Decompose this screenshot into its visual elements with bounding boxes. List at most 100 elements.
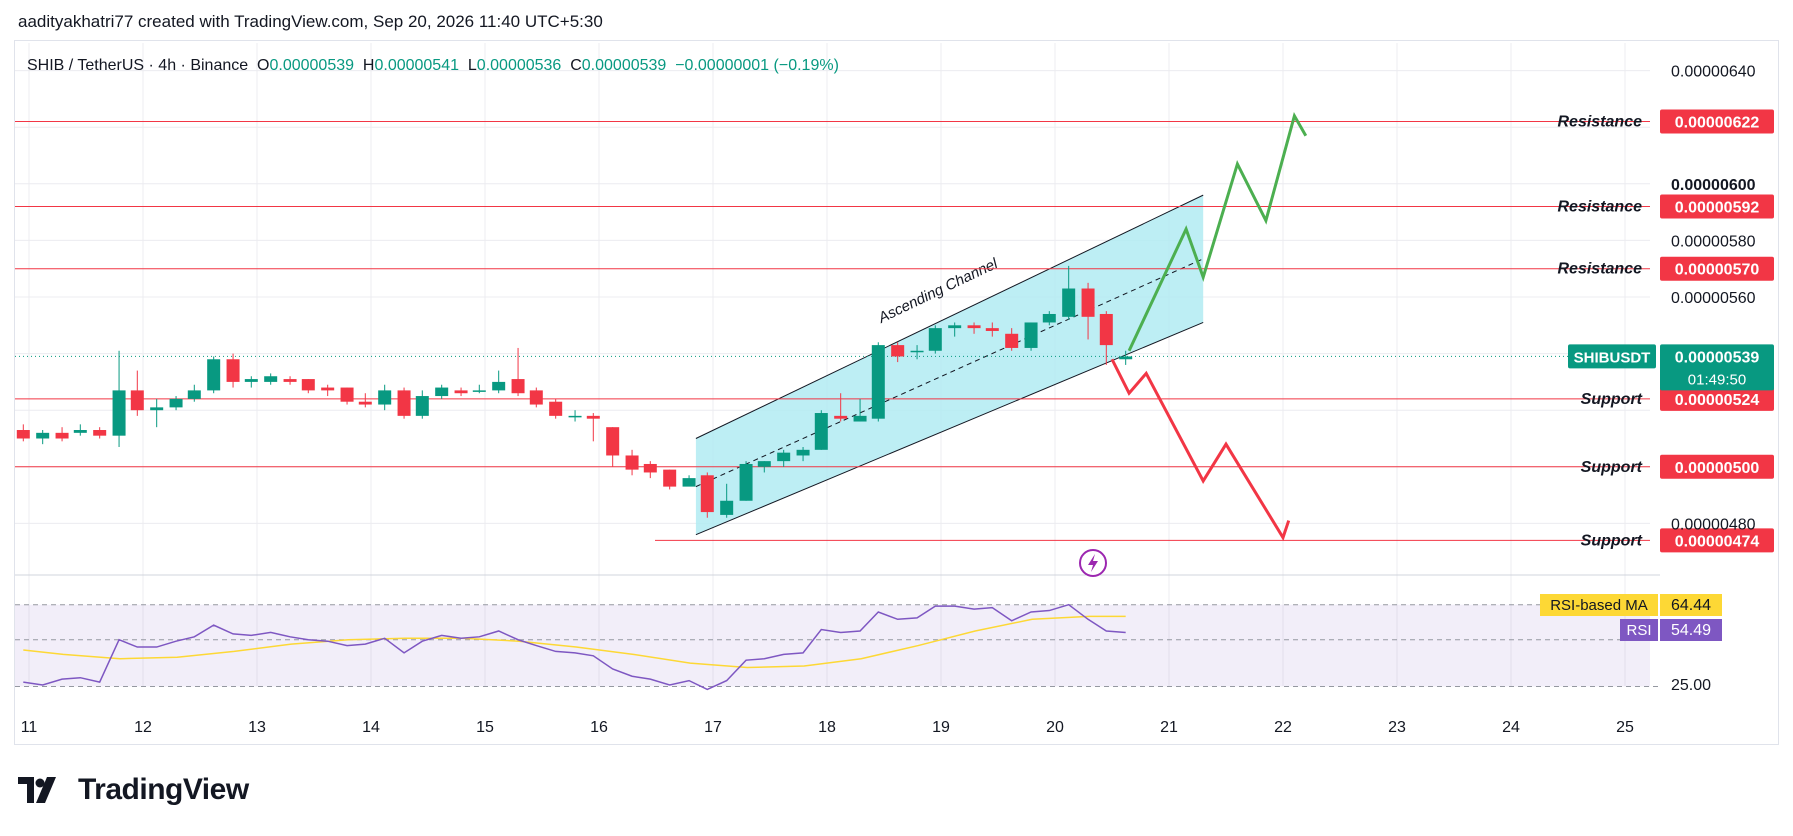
candle-body — [796, 449, 810, 456]
candle — [16, 424, 30, 442]
candle-body — [492, 381, 506, 391]
rsi-ma-line — [23, 615, 1126, 669]
bullish-projection-arrow — [1127, 112, 1308, 352]
candle — [682, 475, 696, 487]
candle-body — [207, 359, 221, 391]
level-price-value: 0.00000524 — [1675, 392, 1760, 409]
candle — [454, 387, 468, 397]
candle-body — [529, 390, 543, 405]
candle — [814, 410, 828, 450]
candle-body — [226, 359, 240, 382]
candle — [663, 469, 677, 490]
candle-body — [568, 415, 582, 418]
symbol-tag-label: SHIBUSDT — [1574, 349, 1651, 366]
candle — [625, 449, 639, 476]
candle — [853, 398, 867, 422]
level-price-value: 0.00000592 — [1675, 199, 1760, 216]
rsi-name: RSI — [1626, 622, 1651, 639]
candle — [910, 345, 924, 360]
candle — [340, 387, 354, 405]
candle-body — [397, 390, 411, 416]
price-axis-tick: 0.00000640 — [1671, 64, 1756, 81]
price-axis-tick: 0.00000580 — [1671, 233, 1756, 250]
candle — [1062, 265, 1076, 320]
time-axis-tick: 20 — [1046, 719, 1064, 736]
candle-body — [264, 376, 278, 382]
channel-lower-line — [695, 322, 1204, 536]
candle-body — [55, 432, 69, 439]
price-axis-tick: 0.00000560 — [1671, 290, 1756, 307]
candle — [549, 398, 563, 419]
candle-body — [340, 387, 354, 402]
tradingview-brand[interactable]: TradingView — [18, 773, 249, 807]
legend-part: O — [257, 57, 269, 74]
candle — [529, 387, 543, 408]
candle — [1024, 322, 1038, 351]
candle — [586, 413, 600, 442]
rsi-value: 54.49 — [1671, 622, 1711, 639]
candle-body — [757, 461, 771, 467]
candle — [1099, 311, 1113, 365]
candle-body — [871, 345, 885, 419]
time-axis-tick: 19 — [932, 719, 950, 736]
time-axis-tick: 22 — [1274, 719, 1292, 736]
time-axis-tick: 11 — [21, 719, 38, 736]
legend-part: −0.00000001 (−0.19%) — [675, 57, 839, 74]
candle — [1005, 328, 1019, 351]
candle — [226, 353, 240, 388]
legend-part: 0.00000541 — [374, 57, 467, 74]
time-axis-tick: 21 — [1160, 719, 1178, 736]
grid — [15, 43, 1650, 686]
candle — [720, 483, 734, 518]
candle — [1042, 311, 1056, 326]
candle — [150, 398, 164, 428]
level-price-tag — [1660, 386, 1774, 411]
legend-part: SHIB / TetherUS · 4h · Binance — [27, 57, 257, 74]
level-price-value: 0.00000474 — [1675, 533, 1760, 550]
candle — [1081, 282, 1095, 340]
candle-body — [283, 379, 297, 382]
candle-body — [1024, 322, 1038, 348]
candle-body — [1062, 288, 1076, 317]
candle — [777, 449, 791, 467]
candle — [1119, 350, 1133, 365]
candle-body — [700, 475, 714, 513]
candle — [264, 373, 278, 385]
level-label: Support — [1581, 459, 1643, 476]
time-axis-tick: 16 — [590, 719, 608, 736]
time-axis-tick: 24 — [1502, 719, 1520, 736]
tradingview-wordmark: TradingView — [78, 773, 249, 806]
candle-body — [1099, 313, 1113, 346]
level-price-tag — [1660, 528, 1774, 553]
current-price-tag — [1660, 344, 1774, 391]
candle — [871, 342, 885, 422]
candle — [511, 347, 525, 397]
level-price-tag — [1660, 454, 1774, 479]
chart-attribution: aadityakhatri77 created with TradingView… — [18, 12, 603, 31]
candle — [73, 424, 87, 436]
level-price-tag — [1660, 194, 1774, 219]
candle-body — [187, 390, 201, 399]
candle — [606, 427, 620, 467]
candle-body — [435, 387, 449, 397]
level-price-tag — [1660, 256, 1774, 281]
rsi-ma-name: RSI-based MA — [1550, 597, 1648, 614]
candle-body — [378, 390, 392, 405]
time-axis-tick: 23 — [1388, 719, 1406, 736]
candle-body — [948, 325, 962, 329]
candle — [358, 393, 372, 408]
legend-part: 0.00000539 — [269, 57, 362, 74]
candle-body — [853, 415, 867, 422]
rsi-name-tag — [1620, 619, 1658, 641]
candle-body — [454, 390, 468, 394]
candle-body — [415, 396, 429, 416]
level-label: Support — [1581, 532, 1643, 549]
candle-body — [321, 387, 335, 391]
candle — [187, 384, 201, 402]
rsi-ma-name-tag — [1540, 594, 1658, 616]
time-axis-tick: 15 — [476, 719, 494, 736]
candle — [169, 396, 183, 411]
candle-body — [36, 432, 50, 439]
candle — [928, 325, 942, 354]
